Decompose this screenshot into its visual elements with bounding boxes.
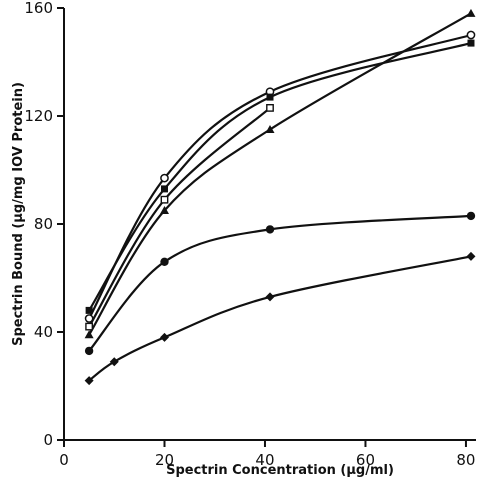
- x-tick-label: 0: [59, 451, 69, 469]
- y-axis-label: Spectrin Bound (μg/mg IOV Protein): [11, 82, 26, 346]
- x-tick-label: 80: [456, 451, 475, 469]
- series-line-square-open: [88, 107, 271, 328]
- data-point-square-filled: [85, 306, 93, 314]
- data-point-square-filled: [160, 185, 168, 193]
- data-point-triangle-filled: [84, 330, 94, 339]
- series-lines: [88, 12, 472, 382]
- x-tick-label: 20: [155, 451, 174, 469]
- data-point-circle-open: [84, 314, 94, 323]
- x-tick-label: 40: [255, 451, 274, 469]
- y-tick-label: 40: [34, 323, 53, 341]
- data-point-square-open: [85, 322, 94, 331]
- data-point-circle-filled: [160, 257, 169, 266]
- data-point-triangle-filled: [466, 8, 476, 17]
- data-point-diamond-filled: [466, 251, 476, 261]
- series-line-square-filled: [88, 42, 472, 311]
- ticks: 0 40 80 120 160 0 20 40 60 80: [24, 0, 475, 469]
- data-point-circle-open: [160, 173, 169, 183]
- data-point-diamond-filled: [159, 332, 169, 342]
- data-point-triangle-filled: [159, 206, 169, 214]
- x-axis-label: Spectrin Concentration (μg/ml): [166, 463, 394, 478]
- series-line-triangle-filled: [88, 12, 472, 336]
- data-point-square-open: [160, 195, 169, 204]
- data-point-diamond-filled: [84, 376, 94, 386]
- data-point-triangle-filled: [265, 125, 275, 133]
- y-tick-label: 0: [43, 431, 53, 449]
- data-point-diamond-filled: [109, 357, 119, 367]
- series-markers: [84, 8, 476, 386]
- data-point-diamond-filled: [265, 292, 275, 302]
- data-point-square-open: [266, 103, 274, 112]
- data-point-circle-open: [466, 30, 476, 40]
- data-point-circle-filled: [466, 211, 476, 221]
- data-point-square-filled: [467, 39, 475, 47]
- series-line-circle-filled: [88, 214, 472, 352]
- axes: [63, 8, 476, 441]
- series-line-diamond-filled: [88, 255, 472, 382]
- data-point-circle-filled: [84, 346, 94, 356]
- y-tick-label: 80: [34, 215, 53, 233]
- data-point-square-filled: [266, 93, 274, 101]
- x-tick-label: 60: [356, 451, 375, 469]
- data-point-circle-filled: [265, 225, 275, 234]
- y-tick-label: 160: [24, 0, 53, 17]
- y-tick-label: 120: [24, 107, 53, 125]
